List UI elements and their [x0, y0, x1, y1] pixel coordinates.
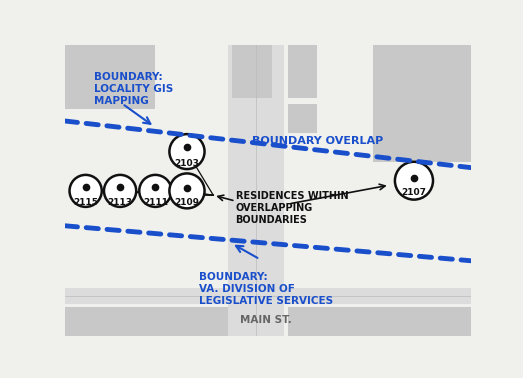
Bar	[228, 45, 285, 336]
Text: BOUNDARY:
VA. DIVISION OF
LEGISLATIVE SERVICES: BOUNDARY: VA. DIVISION OF LEGISLATIVE SE…	[199, 273, 333, 307]
Text: BOUNDARY OVERLAP: BOUNDARY OVERLAP	[252, 136, 383, 146]
Ellipse shape	[395, 162, 433, 200]
Ellipse shape	[104, 175, 136, 207]
Ellipse shape	[70, 175, 102, 207]
Bar	[288, 307, 471, 336]
Bar	[65, 288, 471, 304]
Ellipse shape	[169, 174, 204, 208]
Bar	[65, 307, 228, 336]
Text: 2115: 2115	[73, 198, 98, 207]
Bar	[65, 45, 154, 109]
Text: 2103: 2103	[175, 159, 199, 168]
Text: RESIDENCES WITHIN
OVERLAPPING
BOUNDARIES: RESIDENCES WITHIN OVERLAPPING BOUNDARIES	[235, 191, 348, 225]
Ellipse shape	[169, 134, 204, 169]
Text: BOUNDARY:
LOCALITY GIS
MAPPING: BOUNDARY: LOCALITY GIS MAPPING	[94, 71, 173, 105]
Text: 2111: 2111	[143, 198, 168, 207]
Bar	[232, 45, 272, 98]
Text: MAIN ST.: MAIN ST.	[240, 315, 292, 325]
Bar	[288, 45, 317, 98]
Text: 2113: 2113	[108, 198, 133, 207]
Ellipse shape	[139, 175, 172, 207]
Bar	[373, 45, 471, 162]
Text: 2107: 2107	[402, 188, 426, 197]
Text: 2109: 2109	[175, 198, 199, 207]
Bar	[288, 104, 317, 133]
